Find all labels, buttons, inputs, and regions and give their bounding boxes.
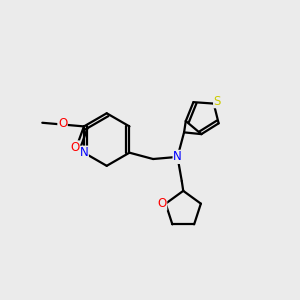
Text: N: N (173, 150, 182, 164)
Text: O: O (58, 116, 67, 130)
Text: S: S (214, 95, 221, 108)
Text: N: N (80, 146, 88, 159)
Text: O: O (70, 141, 80, 154)
Text: O: O (158, 197, 167, 210)
